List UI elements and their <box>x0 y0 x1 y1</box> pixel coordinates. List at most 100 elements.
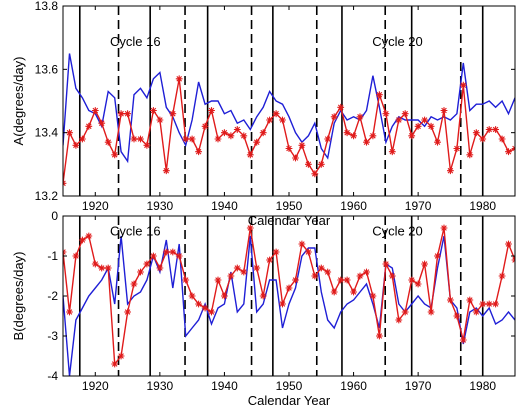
data-point-star <box>324 135 332 143</box>
y-tick-label: 13.2 <box>35 189 59 203</box>
data-point-star <box>124 110 131 118</box>
data-point-star <box>421 260 428 268</box>
panel-a: 1920 1930 1940 1950 1960 1970 1980 13.2 13.4 13.6… <box>11 0 516 228</box>
data-point-star <box>137 135 144 143</box>
data-point-star <box>66 129 73 137</box>
data-point-star <box>175 75 183 83</box>
data-point-star <box>343 129 351 137</box>
data-point-star <box>447 167 454 175</box>
data-point-star <box>272 248 280 256</box>
data-point-star <box>298 141 306 149</box>
x-tick-label: 1970 <box>405 199 432 213</box>
data-point-star <box>459 336 467 344</box>
x-tick-label: 1930 <box>147 199 174 213</box>
series-group <box>63 224 515 376</box>
x-tick-label: 1940 <box>211 199 238 213</box>
data-point-star <box>150 252 157 260</box>
data-point-star <box>246 224 254 232</box>
data-point-star <box>214 276 222 284</box>
data-point-star <box>472 308 480 316</box>
data-point-star <box>72 252 80 260</box>
y-tick-label: 13.4 <box>35 126 59 140</box>
data-point-star <box>492 126 499 133</box>
data-point-star <box>388 272 396 280</box>
y-axis-label: B(degrees/day) <box>11 252 26 341</box>
data-point-star <box>227 132 235 140</box>
data-point-star <box>459 81 467 89</box>
data-point-star <box>434 252 441 260</box>
data-point-star <box>395 316 403 324</box>
data-point-star <box>188 292 196 300</box>
data-point-star <box>330 288 338 296</box>
data-point-star <box>363 138 370 146</box>
data-point-star <box>440 224 448 232</box>
data-point-star <box>156 116 164 124</box>
red-series-line <box>63 227 515 366</box>
data-point-star <box>85 122 93 130</box>
data-point-star <box>162 248 170 256</box>
data-point-star <box>292 276 299 284</box>
data-point-star <box>343 276 351 284</box>
data-point-star <box>369 292 377 300</box>
data-point-star <box>130 135 138 143</box>
data-point-star <box>337 276 345 284</box>
data-point-star <box>182 135 190 143</box>
data-point-star <box>292 154 299 162</box>
data-point-star <box>350 288 357 296</box>
data-point-star <box>485 126 493 133</box>
data-point-star <box>117 352 125 360</box>
data-point-star <box>453 312 461 320</box>
data-point-star <box>156 264 164 272</box>
data-point-star <box>492 300 499 308</box>
data-point-star <box>201 122 209 130</box>
data-point-star <box>266 116 273 124</box>
y-tick-label: 0 <box>51 209 58 223</box>
data-point-star <box>447 296 454 304</box>
panel-b: 1920 1930 1940 1950 1960 1970 1980 -4 -3 -2 -1 0 Cal… <box>11 209 516 408</box>
data-point-star <box>98 264 106 272</box>
blue-series-line <box>63 53 515 164</box>
data-point-star <box>169 110 177 118</box>
data-point-star <box>246 151 254 159</box>
data-point-star <box>317 160 325 168</box>
data-point-star <box>376 91 383 99</box>
x-tick-label: 1930 <box>147 379 174 393</box>
blue-series-line <box>63 235 515 376</box>
data-point-star <box>259 129 267 137</box>
data-point-star <box>214 135 222 143</box>
data-point-star <box>85 232 93 240</box>
data-point-star <box>485 300 493 308</box>
cycle-label: Cycle 20 <box>372 34 423 49</box>
data-point-star <box>208 107 215 114</box>
data-point-star <box>104 264 112 272</box>
data-point-star <box>427 122 435 130</box>
data-point-star <box>182 276 190 284</box>
data-point-star <box>382 260 390 268</box>
data-point-star <box>401 110 409 118</box>
data-point-star <box>453 145 461 152</box>
y-tick-label: -4 <box>47 369 58 383</box>
data-point-star <box>376 332 383 340</box>
data-point-star <box>72 141 80 149</box>
data-point-star <box>91 107 99 114</box>
data-point-star <box>285 145 293 152</box>
data-point-star <box>414 280 422 288</box>
data-point-star <box>440 107 448 114</box>
data-point-star <box>330 113 338 121</box>
data-point-star <box>195 148 202 156</box>
x-tick-label: 1980 <box>469 379 496 393</box>
data-point-star <box>162 167 170 175</box>
data-point-star <box>253 264 261 272</box>
data-point-star <box>66 308 73 316</box>
data-point-star <box>233 264 241 272</box>
y-tick-label: -2 <box>47 289 58 303</box>
data-point-star <box>240 132 248 140</box>
data-point-star <box>356 113 364 121</box>
data-point-star <box>227 272 235 280</box>
data-point-star <box>143 260 151 268</box>
data-point-star <box>143 141 151 149</box>
data-point-star <box>279 300 286 308</box>
data-point-star <box>104 138 112 146</box>
data-point-star <box>169 248 177 256</box>
data-point-star <box>298 240 306 248</box>
